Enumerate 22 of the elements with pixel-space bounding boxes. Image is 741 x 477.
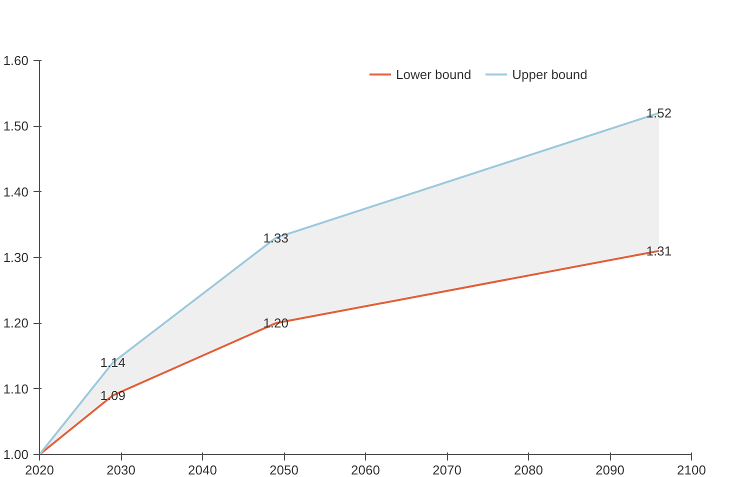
x-tick-label: 2020	[25, 462, 54, 477]
x-tick-label: 2090	[596, 462, 624, 477]
y-tick-label: 1.20	[3, 316, 29, 331]
y-tick-label: 1.30	[3, 250, 29, 265]
legend-label: Upper bound	[512, 66, 588, 82]
y-tick-label: 1.40	[3, 184, 29, 200]
y-tick-label: 1.50	[3, 118, 29, 134]
y-tick-label: 1.00	[3, 447, 29, 462]
legend-label: Lower bound	[396, 66, 472, 82]
x-tick-label: 2100	[677, 462, 706, 477]
data-label: 1.14	[100, 355, 126, 370]
x-tick-label: 2040	[188, 462, 217, 477]
x-tick-label: 2070	[432, 462, 462, 477]
data-label: 1.52	[646, 106, 672, 121]
y-tick-label: 1.10	[3, 381, 29, 396]
x-tick-label: 2080	[514, 462, 543, 477]
x-tick-label: 2030	[106, 462, 136, 477]
x-tick-label: 2050	[270, 462, 298, 477]
data-label: 1.33	[263, 230, 289, 246]
x-tick-label: 2060	[351, 462, 380, 477]
y-tick-label: 1.60	[3, 53, 29, 68]
data-label: 1.31	[646, 243, 672, 258]
